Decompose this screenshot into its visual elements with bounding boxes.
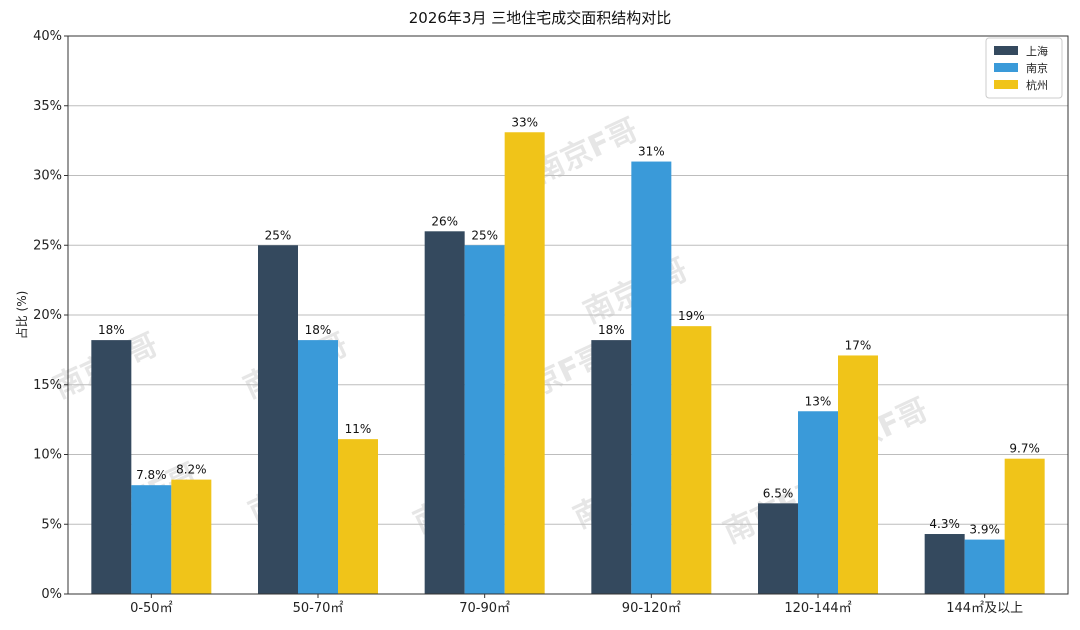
legend-swatch [994, 46, 1018, 55]
y-tick-label: 0% [41, 587, 62, 602]
legend-label: 上海 [1026, 44, 1048, 58]
bar [798, 411, 838, 594]
bar [258, 245, 298, 594]
bar-data-label: 13% [805, 394, 832, 408]
legend-label: 南京 [1026, 61, 1048, 75]
bar-data-label: 4.3% [929, 517, 960, 531]
bar-data-label: 18% [98, 323, 125, 337]
bar [464, 245, 505, 594]
y-axis-label: 占比 (%) [14, 291, 29, 340]
bar-data-label: 18% [305, 323, 332, 337]
bars [91, 132, 1045, 595]
watermark-text: 南京F哥 [529, 112, 644, 190]
bar-data-label: 25% [471, 228, 498, 242]
chart-title: 2026年3月 三地住宅成交面积结构对比 [409, 9, 672, 27]
bar [171, 479, 212, 594]
bar [591, 340, 632, 594]
y-tick-label: 25% [33, 238, 62, 253]
bar [131, 485, 172, 594]
y-tick-label: 5% [41, 517, 62, 532]
bar-data-label: 8.2% [176, 463, 207, 477]
x-tick-label: 50-70㎡ [293, 601, 344, 616]
bar-data-label: 33% [511, 115, 538, 129]
bar-data-label: 11% [345, 422, 372, 436]
y-tick-label: 15% [33, 378, 62, 393]
bar [424, 231, 465, 595]
bar-data-label: 3.9% [969, 523, 1000, 537]
x-tick-label: 120-144㎡ [784, 601, 851, 616]
bar-data-label: 25% [265, 228, 292, 242]
x-tick-label: 70-90㎡ [459, 601, 510, 616]
y-tick-label: 30% [33, 169, 62, 184]
bar [1004, 458, 1045, 594]
x-tick-label: 90-120㎡ [622, 601, 681, 616]
x-tick-label: 144㎡及以上 [946, 601, 1023, 616]
bar-data-label: 31% [638, 145, 665, 159]
x-tick-label: 0-50㎡ [130, 601, 173, 616]
bar-data-label: 7.8% [136, 468, 167, 482]
bar-data-label: 26% [431, 214, 458, 228]
bar [504, 132, 545, 594]
bar-data-label: 19% [678, 309, 705, 323]
bar [758, 503, 798, 594]
axes: 0% 5% 10% 15% 20% 25% 30% 35% 40% 0-50㎡ 50-70㎡ 70-9… [33, 29, 1069, 616]
y-tick-label: 40% [33, 29, 62, 44]
bar [91, 340, 132, 594]
bar [298, 340, 338, 594]
bar [338, 439, 378, 594]
bar-data-label: 9.7% [1009, 442, 1040, 456]
bar [838, 355, 878, 594]
y-tick-label: 35% [33, 99, 62, 114]
bar [631, 161, 672, 595]
gridlines [68, 35, 1068, 525]
bar [671, 326, 712, 594]
y-tick-label: 10% [33, 448, 62, 463]
bar-data-label: 18% [598, 323, 625, 337]
legend-swatch [994, 63, 1018, 72]
legend-label: 杭州 [1026, 78, 1048, 92]
y-tick-label: 20% [33, 308, 62, 323]
bar-data-label: 17% [845, 338, 872, 352]
data-labels: 18% 7.8% 8.2% 25% 18% 11% 26% 25% 33% 18% 31% 19% 6.… [98, 115, 1040, 536]
legend-swatch [994, 80, 1018, 89]
bar [964, 539, 1005, 594]
bar [924, 534, 965, 594]
bar-data-label: 6.5% [763, 486, 794, 500]
plot-frame [67, 35, 1069, 595]
